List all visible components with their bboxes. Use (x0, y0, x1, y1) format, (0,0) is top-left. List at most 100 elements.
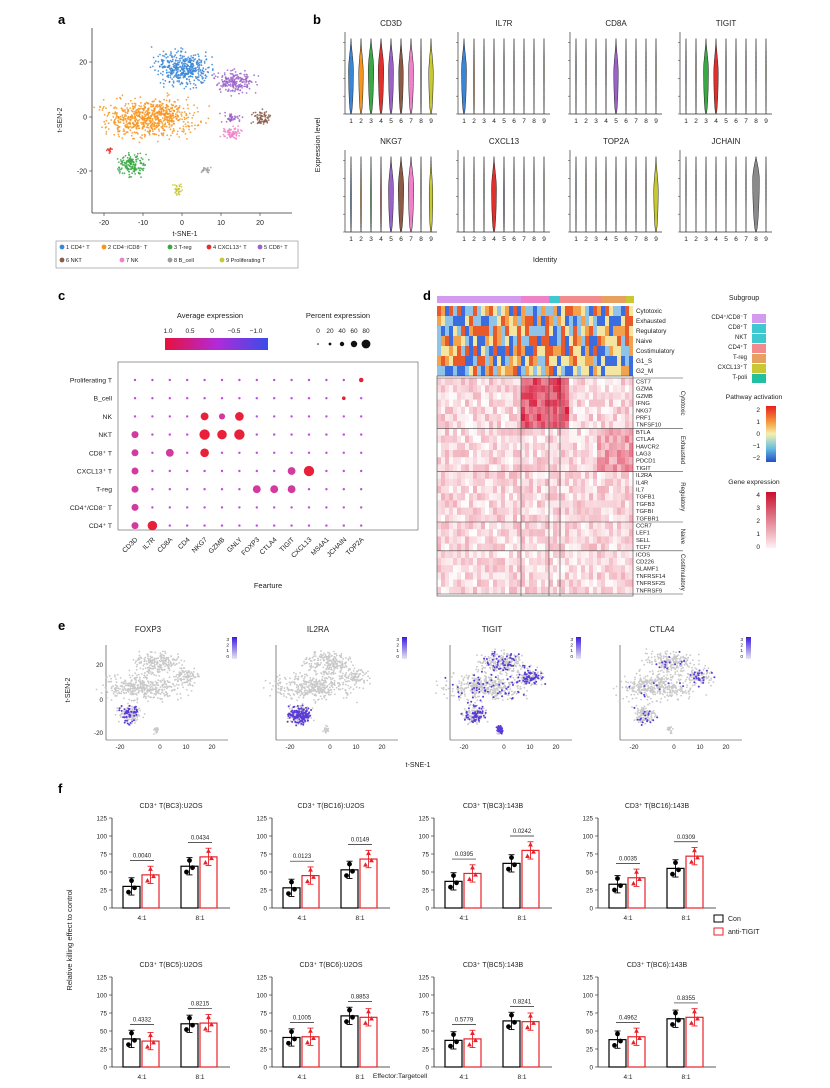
cell-point (167, 76, 170, 79)
cell-point (179, 127, 181, 130)
gene-cell (501, 529, 505, 537)
cell-point (160, 104, 163, 107)
cell-point (192, 54, 195, 57)
gene-cell (497, 385, 501, 393)
gene-cell (613, 529, 617, 537)
gene-cell (625, 486, 629, 494)
cell-point (143, 672, 146, 674)
gene-cell (625, 536, 629, 544)
gene-cell (477, 572, 481, 580)
gene-cell (577, 486, 581, 494)
gene-cell (549, 500, 553, 508)
gene-cell (541, 572, 545, 580)
expression-dot (290, 415, 293, 418)
gene-cell (589, 558, 593, 566)
cell-point (178, 136, 181, 138)
cell-point (182, 670, 185, 673)
gene-cell (457, 507, 461, 515)
gene-cell (529, 579, 533, 587)
cell-point (177, 191, 180, 194)
cell-point (151, 112, 154, 115)
gene-cell (557, 421, 561, 429)
gene-title: IL2RA (307, 625, 330, 634)
gene-cell (597, 536, 601, 544)
scale-tick: 0 (226, 654, 229, 660)
gene-cell (581, 385, 585, 393)
cell-point (122, 118, 125, 120)
expression-dot (186, 488, 189, 491)
cell-point (136, 701, 139, 704)
gene-cell (477, 586, 481, 594)
legend-tick: 0 (756, 544, 760, 551)
heat-cell (493, 326, 497, 336)
cell-point (153, 688, 155, 690)
cell-point (163, 669, 166, 671)
cell-point (154, 69, 156, 72)
heat-cell (593, 356, 597, 366)
cell-point (177, 188, 179, 191)
gene-cell (437, 543, 441, 551)
gene-cell (545, 543, 549, 551)
gene-cell (593, 457, 597, 465)
expressing-cell (120, 705, 123, 707)
gene-cell (529, 428, 533, 436)
gene-cell (597, 435, 601, 443)
gene-cell (489, 558, 493, 566)
identity-label: 3 (482, 236, 486, 243)
gene-cell (493, 550, 497, 558)
gene-cell (569, 514, 573, 522)
heat-cell (569, 346, 573, 356)
cell-point (170, 55, 173, 57)
gene-cell (565, 471, 569, 479)
cell-point (169, 112, 171, 115)
gene-cell (445, 579, 449, 587)
gene-cell (441, 579, 445, 587)
cell-point (134, 722, 136, 724)
gene-cell (613, 392, 617, 400)
gene-cell (573, 457, 577, 465)
cell-point (225, 77, 228, 80)
gene-cell (613, 507, 617, 515)
gene-cell (453, 471, 457, 479)
cell-point (191, 677, 194, 680)
gene-cell (601, 500, 605, 508)
col-label: TOP2A (345, 536, 366, 557)
gene-cell (617, 385, 621, 393)
gene-cell (561, 493, 565, 501)
cell-point (232, 83, 234, 86)
gene-cell (553, 442, 557, 450)
cell-point (170, 51, 172, 53)
gene-cell (469, 435, 473, 443)
cell-point (167, 112, 170, 115)
cell-point (118, 130, 121, 132)
heat-cell (525, 316, 529, 326)
gene-cell (573, 471, 577, 479)
cell-point (178, 684, 180, 686)
gene-cell (449, 565, 453, 573)
panel-label-b: b (313, 12, 321, 27)
cell-point (114, 684, 117, 687)
gene-cell (477, 428, 481, 436)
gene-cell (605, 536, 609, 544)
gene-cell (621, 378, 625, 386)
cell-point (173, 70, 175, 72)
gene-cell (469, 507, 473, 515)
gene-cell (449, 478, 453, 486)
cell-point (168, 94, 170, 96)
cell-point (254, 114, 257, 117)
heat-cell (449, 336, 453, 346)
gene-label: NKG7 (636, 408, 652, 414)
gene-cell (493, 414, 497, 422)
cell-point (132, 687, 134, 690)
cell-point (254, 111, 257, 114)
expression-dot (273, 397, 276, 400)
gene-cell (501, 378, 505, 386)
heat-cell (493, 316, 497, 326)
gene-title: TIGIT (716, 19, 737, 28)
expression-dot (325, 469, 328, 473)
gene-cell (441, 450, 445, 458)
heat-cell (597, 326, 601, 336)
gene-label: PRF1 (636, 416, 651, 422)
heat-cell (581, 306, 585, 316)
gene-cell (449, 514, 453, 522)
